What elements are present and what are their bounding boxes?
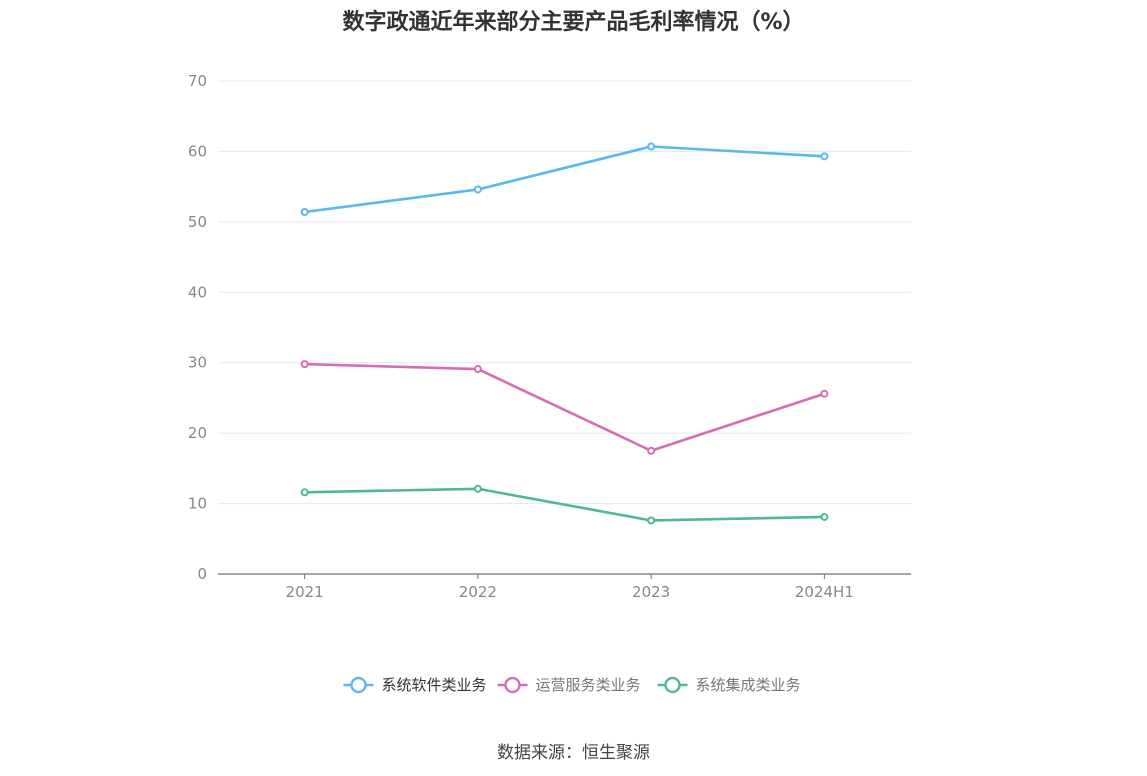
data-point[interactable] <box>647 446 656 455</box>
y-tick-label: 10 <box>188 495 207 513</box>
x-tick-label: 2021 <box>286 583 324 601</box>
data-point[interactable] <box>647 142 656 151</box>
data-point[interactable] <box>300 360 309 369</box>
data-point[interactable] <box>473 365 482 374</box>
data-point[interactable] <box>820 512 829 521</box>
legend-label: 运营服务类业务 <box>536 676 641 694</box>
data-point[interactable] <box>820 389 829 398</box>
y-tick-label: 40 <box>188 283 207 301</box>
y-tick-label: 0 <box>197 565 207 583</box>
data-point[interactable] <box>473 185 482 194</box>
legend-marker <box>350 676 367 694</box>
grid-lines <box>218 80 911 505</box>
data-point[interactable] <box>300 207 309 216</box>
series-line-2 <box>303 487 826 522</box>
legend-label: 系统集成类业务 <box>696 676 801 694</box>
legend[interactable]: 系统软件类业务 运营服务类业务 系统集成类业务 <box>343 676 801 694</box>
series-lines <box>300 142 829 525</box>
y-tick-label: 30 <box>188 354 207 372</box>
x-tick-label: 2023 <box>632 583 670 601</box>
data-point[interactable] <box>820 152 829 161</box>
chart-title: 数字政通近年来部分主要产品毛利率情况（%） <box>342 10 805 35</box>
legend-item[interactable]: 运营服务类业务 <box>497 676 641 694</box>
x-tick-label: 2024H1 <box>795 583 854 601</box>
legend-label: 系统软件类业务 <box>382 676 487 694</box>
axes: 0 10 20 30 40 50 60 70 2021 2022 2023 2024H1 <box>188 72 911 601</box>
series-line-0 <box>303 145 826 214</box>
source-note: 数据来源：恒生聚源 <box>497 743 650 763</box>
y-tick-label: 20 <box>188 424 207 442</box>
legend-item[interactable]: 系统集成类业务 <box>657 676 801 694</box>
x-tick-label: 2022 <box>459 583 497 601</box>
legend-item[interactable]: 系统软件类业务 <box>343 676 487 694</box>
data-point[interactable] <box>300 488 309 497</box>
series-line-1 <box>303 362 826 453</box>
data-point[interactable] <box>647 516 656 525</box>
data-point[interactable] <box>473 484 482 493</box>
y-tick-label: 60 <box>188 142 207 160</box>
legend-marker <box>504 676 521 694</box>
y-tick-label: 70 <box>188 72 207 90</box>
legend-marker <box>664 676 681 694</box>
y-tick-label: 50 <box>188 213 207 231</box>
